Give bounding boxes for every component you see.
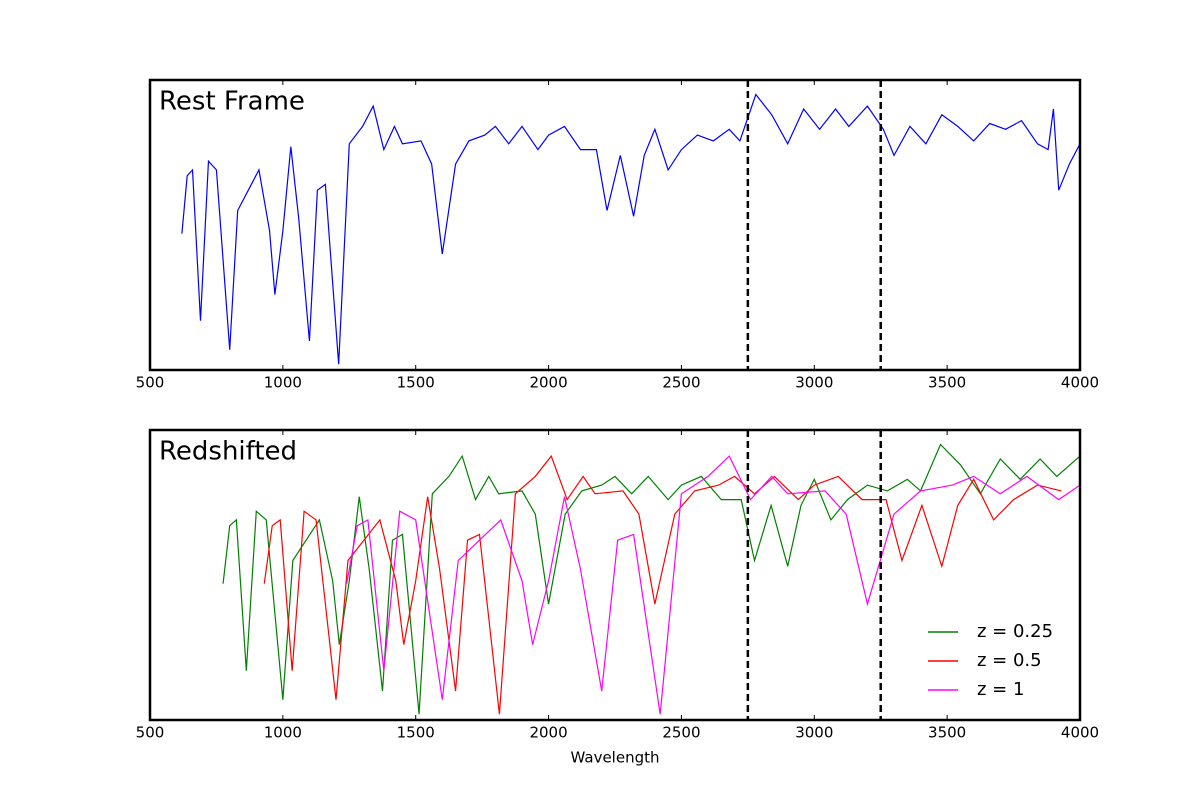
x-tick-label: 4000 [1061,724,1099,742]
x-tick-label: 3500 [928,374,966,392]
x-tick-label: 1000 [264,374,302,392]
x-axis-label: Wavelength [571,749,660,767]
x-tick-label: 500 [136,724,165,742]
axes-frame [148,428,1082,722]
x-tick-label: 2500 [662,724,700,742]
legend-label: z = 0.5 [977,650,1042,671]
x-tick-label: 2000 [529,724,567,742]
panel-title: Redshifted [159,437,297,467]
x-tick-label: 1500 [397,374,435,392]
legend-label: z = 0.25 [977,621,1053,642]
x-tick-label: 3000 [795,374,833,392]
legend-label: z = 1 [977,679,1024,700]
x-tick-label: 1500 [397,724,435,742]
series-line [346,455,1080,715]
x-tick-label: 500 [136,374,165,392]
x-tick-label: 2500 [662,374,700,392]
x-tick-label: 4000 [1061,374,1099,392]
x-tick-label: 2000 [529,374,567,392]
axes-frame [148,78,1082,372]
series-line [263,454,1062,715]
series-line [181,93,1080,365]
panel-title: Rest Frame [159,87,305,117]
x-tick-label: 3000 [795,724,833,742]
x-tick-label: 3500 [928,724,966,742]
x-tick-label: 1000 [264,724,302,742]
series-line [222,443,1080,715]
